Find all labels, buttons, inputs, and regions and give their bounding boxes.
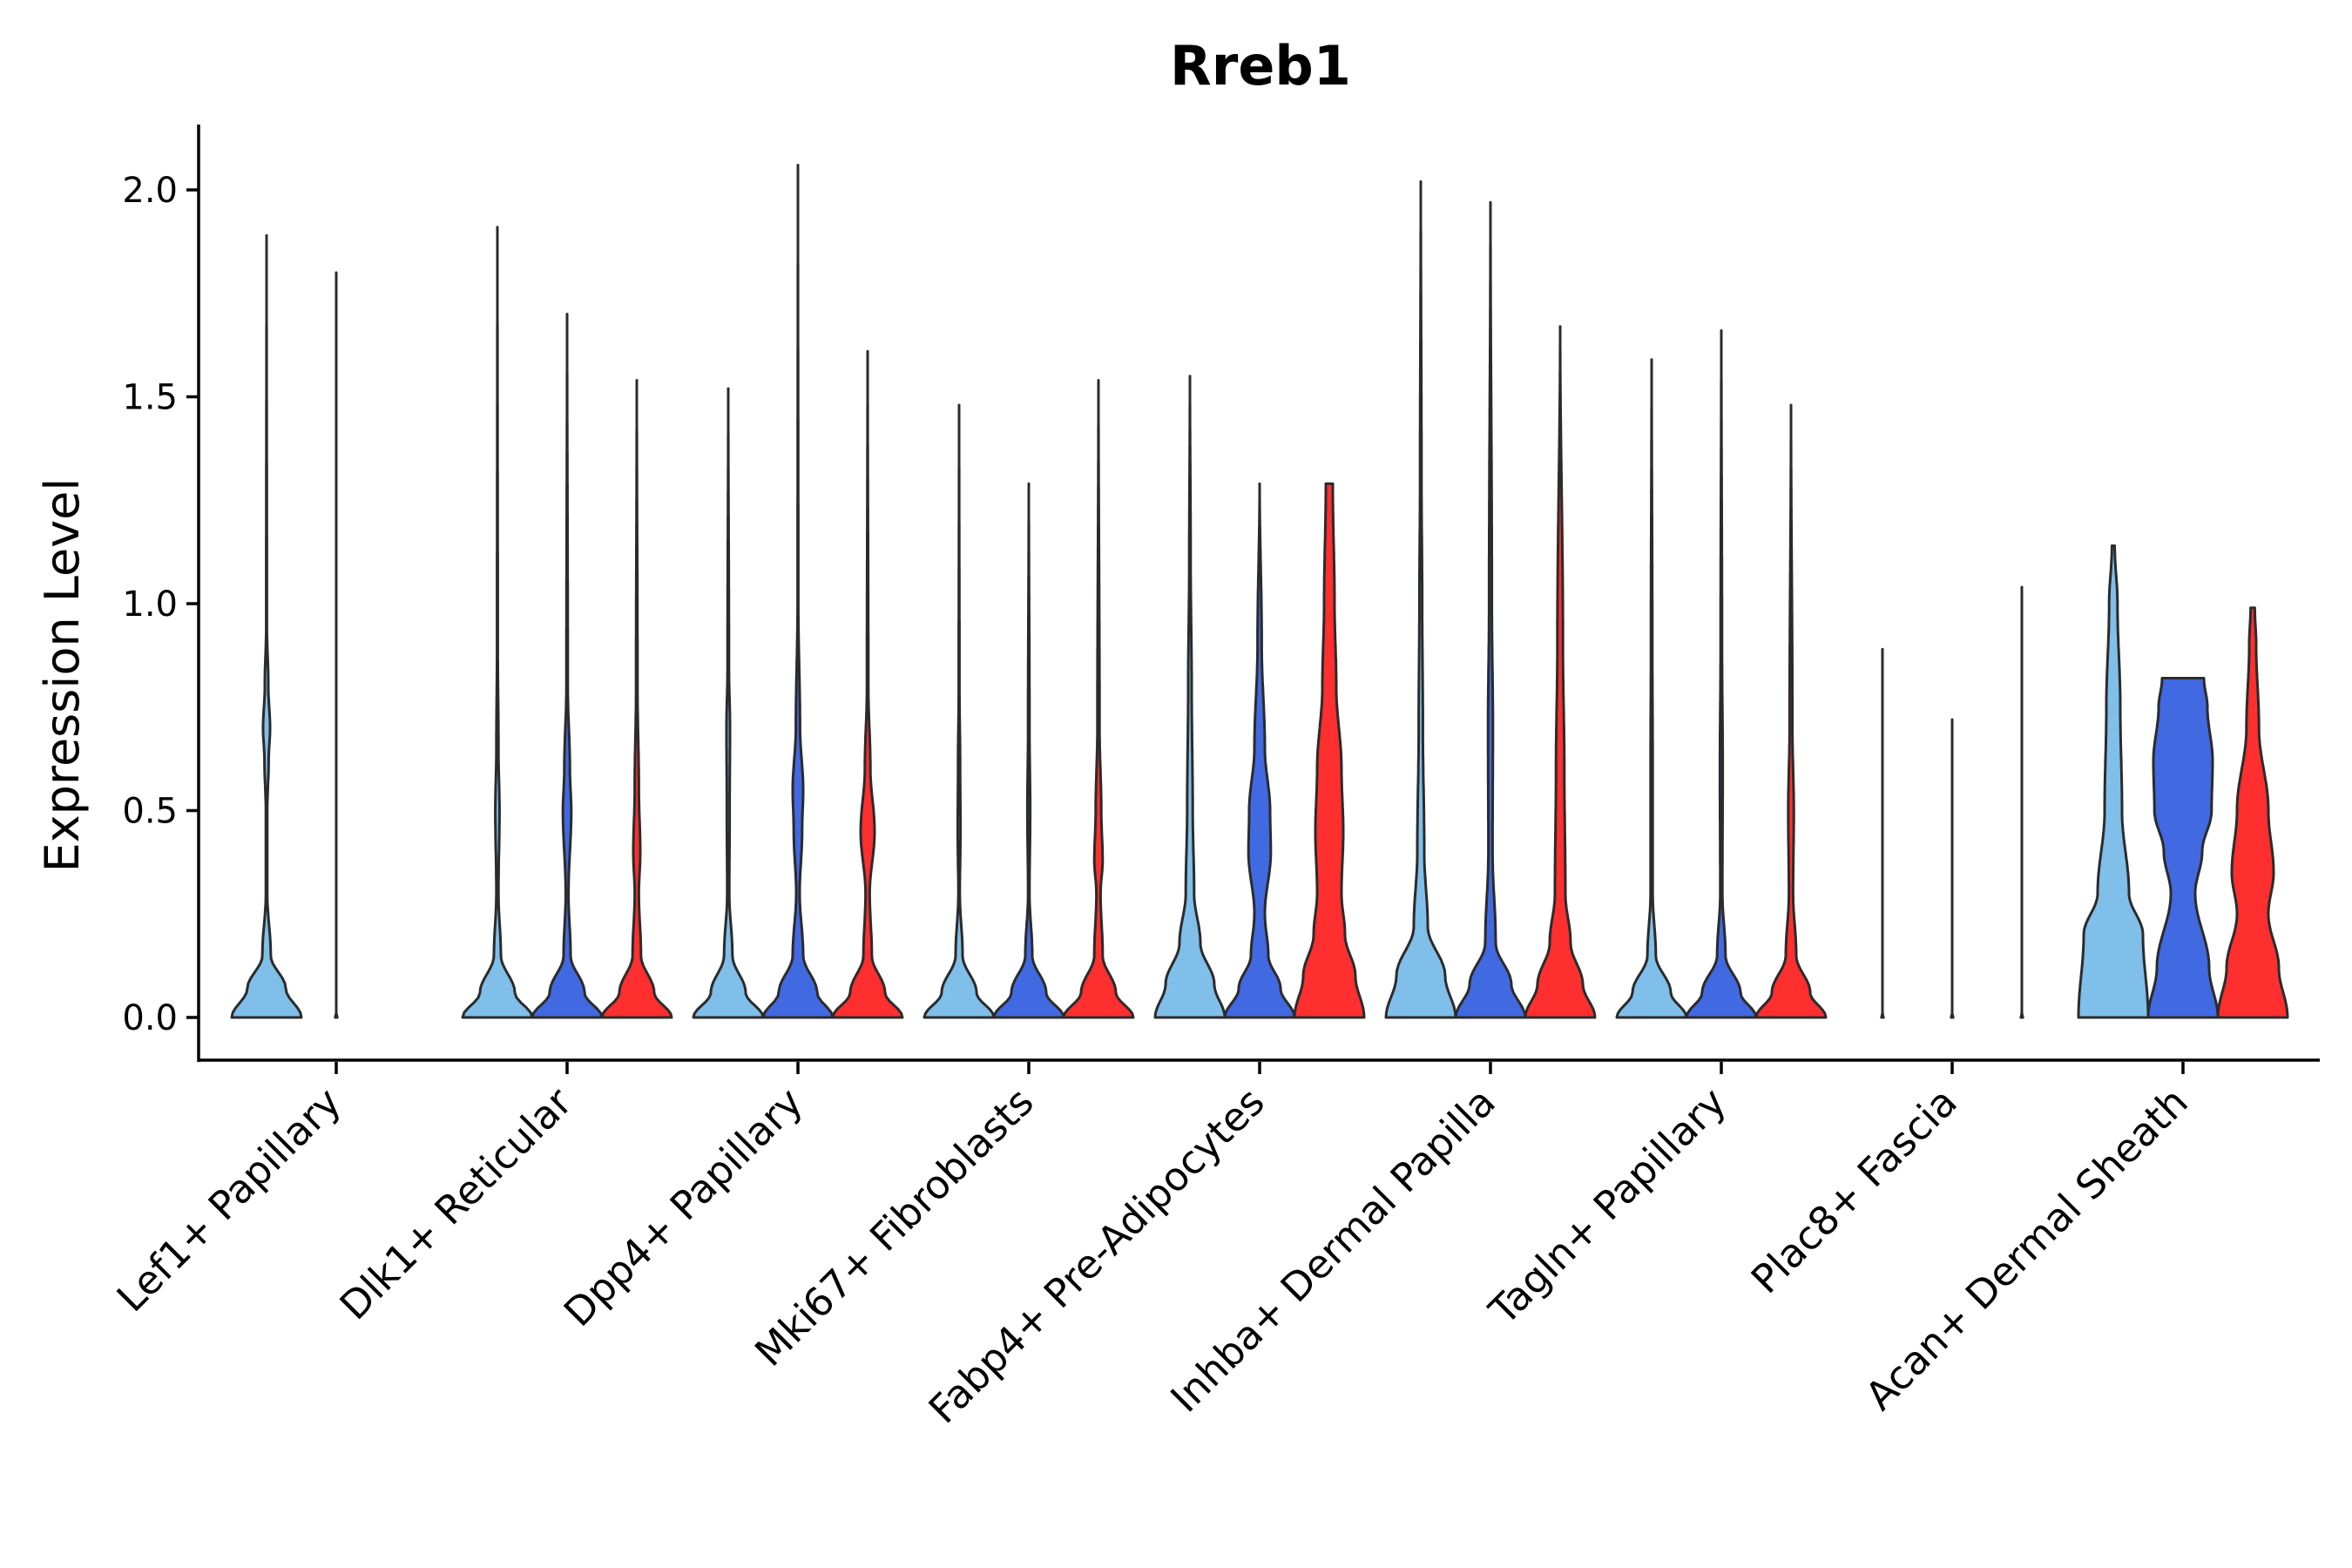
violin-lef1-papillary-2 xyxy=(334,271,339,1019)
y-tick-label: 1.0 xyxy=(122,585,178,625)
violin-dpp4-papillary-3 xyxy=(831,349,904,1019)
x-tick-label-dpp4-papillary: Dpp4+ Papillary xyxy=(555,1078,812,1335)
violin-dlk1-reticular-3 xyxy=(600,379,673,1019)
y-tick-label: 0.5 xyxy=(122,792,178,832)
violin-mki67-fibroblasts-1 xyxy=(923,403,996,1019)
violin-tagln-papillary-1 xyxy=(1615,358,1688,1019)
violin-dlk1-reticular-1 xyxy=(461,226,534,1019)
violin-tagln-papillary-3 xyxy=(1754,403,1828,1019)
violin-fabp4-pre-adipocytes-2 xyxy=(1223,482,1296,1019)
violin-acan-dermal-sheath-3 xyxy=(2216,606,2289,1019)
x-tick-label-lef1-papillary: Lef1+ Papillary xyxy=(108,1078,350,1321)
violin-plac8-fascia-2 xyxy=(1950,718,1955,1019)
violin-acan-dermal-sheath-1 xyxy=(2077,544,2150,1019)
violin-lef1-papillary-1 xyxy=(230,233,303,1019)
violin-acan-dermal-sheath-2 xyxy=(2146,677,2220,1019)
x-tick-label-tagln-papillary: Tagln+ Papillary xyxy=(1480,1078,1735,1334)
y-tick-label: 2.0 xyxy=(122,171,178,211)
chart-title: Rreb1 xyxy=(1170,34,1351,98)
violins-layer xyxy=(230,164,2289,1019)
violin-inhba-dermal-papilla-2 xyxy=(1454,200,1527,1019)
violin-inhba-dermal-papilla-3 xyxy=(1524,325,1597,1019)
y-tick-label: 1.5 xyxy=(122,378,178,418)
violin-fabp4-pre-adipocytes-3 xyxy=(1293,482,1366,1019)
violin-fabp4-pre-adipocytes-1 xyxy=(1153,375,1227,1019)
x-tick-label-dlk1-reticular: Dlk1+ Reticular xyxy=(331,1078,581,1328)
axes xyxy=(197,125,2320,1062)
violin-tagln-papillary-2 xyxy=(1685,329,1758,1019)
violin-dpp4-papillary-1 xyxy=(692,387,765,1019)
violin-plac8-fascia-3 xyxy=(2019,585,2024,1019)
violin-mki67-fibroblasts-3 xyxy=(1062,379,1135,1019)
violin-inhba-dermal-papilla-1 xyxy=(1384,180,1457,1019)
violin-dlk1-reticular-2 xyxy=(531,313,604,1019)
y-tick-label: 0.0 xyxy=(122,998,178,1038)
y-ticks: 0.0 0.5 1.0 1.5 2.0 xyxy=(122,171,199,1038)
violin-plac8-fascia-1 xyxy=(1880,647,1885,1019)
y-axis-label: Expression Level xyxy=(35,478,90,873)
violin-mki67-fibroblasts-2 xyxy=(992,482,1065,1019)
violin-dpp4-papillary-2 xyxy=(761,164,835,1019)
x-tick-label-plac8-fascia: Plac8+ Fascia xyxy=(1742,1078,1966,1302)
